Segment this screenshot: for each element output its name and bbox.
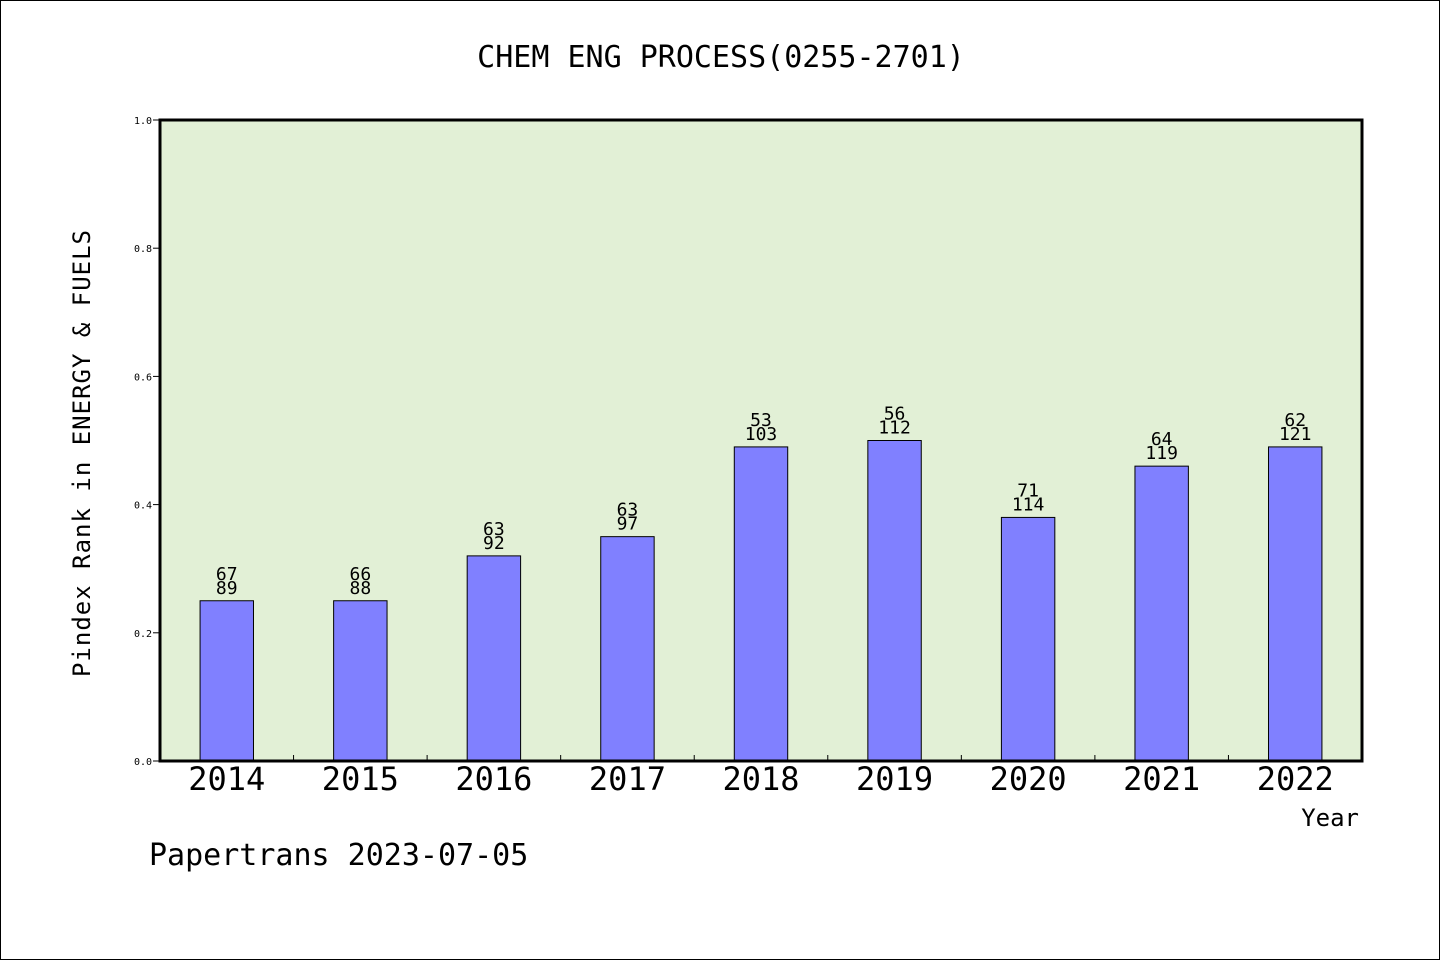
x-tick-label: 2016	[455, 760, 532, 798]
bar-2018	[733, 446, 789, 762]
total-label: 88	[349, 578, 371, 599]
bar-2015	[333, 600, 388, 762]
y-tick-label: 0.6	[134, 372, 152, 383]
x-tick-label: 2015	[322, 760, 399, 798]
bar-2014	[199, 600, 254, 762]
x-ticks-group: 2014 2015 2016 2017 2018 2019 2020 2021 2022	[188, 755, 1334, 798]
y-tick-label: 0.4	[134, 501, 152, 512]
x-tick-label: 2017	[589, 760, 666, 798]
bar-2022	[1268, 446, 1323, 762]
y-tick-label: 0.2	[134, 629, 152, 640]
y-tick-label: 1.0	[134, 116, 152, 127]
rank-label: 71	[1017, 480, 1039, 501]
x-tick-label: 2019	[856, 760, 933, 798]
total-label: 92	[483, 533, 505, 554]
rank-label: 56	[884, 404, 906, 425]
y-axis-label: Pindex Rank in ENERGY & FUELS	[68, 229, 96, 677]
bar-2016	[466, 555, 522, 762]
rank-label: 64	[1151, 429, 1173, 450]
total-label: 119	[1145, 443, 1178, 464]
total-label: 121	[1279, 424, 1312, 445]
total-label: 89	[216, 578, 238, 599]
rank-label: 63	[483, 519, 505, 540]
x-tick-label: 2014	[188, 760, 265, 798]
x-axis-label: Year	[1301, 804, 1359, 832]
bar-2019	[867, 440, 922, 762]
rank-label: 66	[349, 564, 371, 585]
x-tick-label: 2022	[1257, 760, 1334, 798]
chart-title: CHEM ENG PROCESS(0255-2701)	[477, 40, 965, 75]
x-tick-label: 2020	[990, 760, 1067, 798]
data-labels-group: 6789668863926397531035611271114641196212…	[216, 404, 1312, 599]
total-label: 97	[617, 514, 639, 535]
total-label: 103	[745, 424, 778, 445]
bars-group	[199, 440, 1323, 762]
bar-2021	[1134, 465, 1189, 762]
bar-2017	[600, 536, 655, 762]
rank-label: 63	[617, 500, 639, 521]
rank-label: 62	[1284, 410, 1306, 431]
x-tick-label: 2021	[1123, 760, 1200, 798]
footer-text: Papertrans 2023-07-05	[149, 838, 528, 873]
y-tick-label: 0.0	[134, 757, 152, 768]
rank-label: 67	[216, 564, 238, 585]
rank-label: 53	[750, 410, 772, 431]
y-tick-label: 0.8	[134, 244, 152, 255]
total-label: 114	[1012, 494, 1045, 515]
y-ticks-group: 0.0 0.2 0.4 0.6 0.8 1.0	[134, 116, 160, 768]
plot-border	[158, 118, 1364, 763]
bar-2020	[1000, 516, 1056, 762]
x-tick-label: 2018	[722, 760, 799, 798]
total-label: 112	[878, 418, 911, 439]
